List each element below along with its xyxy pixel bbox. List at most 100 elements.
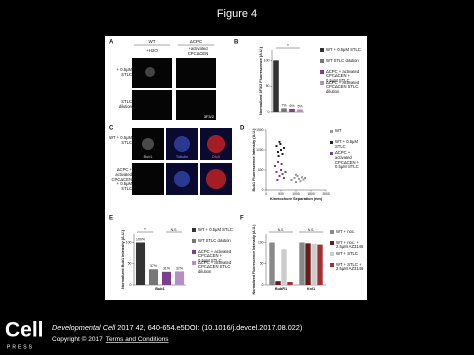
legend-label: WT STLC dilution <box>326 58 359 63</box>
citation: Developmental Cell 2017 42, 640-654.e5DO… <box>52 323 302 332</box>
cell-signal <box>207 135 225 153</box>
legend-label: ΔCPC + activated CPCΔCEN + 0.5μM STLC <box>198 249 232 264</box>
legend-label-box: ΔCPC + activated CPCΔCEN STLC dilution <box>326 81 359 95</box>
annotation: N.S. <box>278 228 284 232</box>
bar <box>148 269 159 285</box>
stain-label: 3F3/2 <box>204 114 215 119</box>
y-tick-label: 1000 <box>256 148 264 152</box>
value-label: 31% <box>163 267 170 271</box>
bar <box>305 243 311 285</box>
point <box>278 175 281 177</box>
value-label: 37% <box>150 264 157 268</box>
bar <box>311 243 317 285</box>
legend-label: WT + STLC + 2.5μM AZ3146 <box>336 262 364 272</box>
terms-link[interactable]: Terms and Conditions <box>106 336 170 343</box>
annotation: N.S. <box>171 228 178 232</box>
point <box>278 141 281 143</box>
y-tick-label: 100 <box>126 240 132 244</box>
legend-swatch <box>192 239 196 243</box>
legend-label: ΔCPC + activated CPCΔCEN + 0.5μM STLC <box>335 151 360 170</box>
logo: Cell <box>5 319 44 342</box>
column-label: +H2O <box>146 48 158 53</box>
legend-swatch <box>192 250 196 254</box>
point <box>296 175 299 177</box>
bar <box>299 242 305 285</box>
legend-label-box: ΔCPC + activated CPCΔCEN STLC dilution <box>198 261 231 275</box>
y-tick-label: 0 <box>262 188 264 192</box>
bar <box>281 108 287 112</box>
cell-signal <box>145 67 155 77</box>
legend-label: WT + noc. <box>336 229 356 234</box>
row-label: + 0.5μM STLC <box>116 68 132 77</box>
stain-label: DNA <box>212 155 220 159</box>
y-axis-label: Normalized Bub1 Intensity (A.U.) <box>121 229 125 289</box>
y-axis-label: Normalized 3F3/2 Fluorescence (A.U.) <box>259 46 263 115</box>
point <box>295 181 297 183</box>
legend-swatch <box>330 130 333 133</box>
annotation: N.S. <box>308 228 314 232</box>
legend-label-box: WT + 0.5μM STLC <box>326 48 361 52</box>
legend-label: WT + 0.5μM STLC <box>198 227 233 232</box>
panel-letter: F <box>240 216 244 222</box>
cell-signal <box>142 138 154 150</box>
micrograph <box>132 163 164 195</box>
legend-swatch <box>330 152 333 155</box>
point <box>290 179 293 181</box>
y-tick-label: 50 <box>266 84 270 88</box>
point <box>279 143 282 145</box>
legend-label-box: ΔCPC + activated CPCΔCEN + 0.5μM STLC <box>198 249 232 264</box>
group-label: WT <box>149 39 156 44</box>
micrograph <box>132 90 172 120</box>
value-label: 32% <box>176 266 183 270</box>
panel-letter: D <box>240 126 245 132</box>
legend-label: WT + noc. + 2.5μM AZ3146 <box>336 240 364 250</box>
legend-swatch <box>320 70 324 74</box>
point <box>283 177 285 179</box>
bar <box>289 108 295 112</box>
bar <box>161 271 172 285</box>
point <box>298 177 300 180</box>
legend-swatch <box>330 252 334 256</box>
point <box>277 161 279 163</box>
legend-label-box: WT STLC dilution <box>326 58 359 63</box>
legend-swatch <box>192 228 196 232</box>
bar <box>174 271 185 285</box>
legend-swatch <box>320 81 324 85</box>
point <box>281 153 284 155</box>
x-tick-label: 500 <box>278 192 284 196</box>
point <box>304 177 306 179</box>
column-label: +activated CPCΔCEN <box>187 47 209 56</box>
bar <box>287 282 293 285</box>
point <box>277 151 279 153</box>
legend-swatch <box>330 263 334 267</box>
point <box>276 179 279 181</box>
x-tick-label: 0 <box>265 192 267 196</box>
row-label-box: STLC dilution <box>118 100 132 109</box>
legend-label: ΔCPC + activated CPCΔCEN + 0.5μM STLC <box>326 69 360 84</box>
copyright-line: Copyright © 2017 Terms and Conditions <box>52 335 169 343</box>
stain-label: Tubulin <box>176 155 188 159</box>
legend-label-box: ΔCPC + activated CPCΔCEN + 0.5μM STLC <box>335 151 360 170</box>
micrograph <box>176 58 216 88</box>
panel-letter: A <box>109 40 114 46</box>
legend-swatch <box>330 141 333 144</box>
point <box>275 145 278 147</box>
row-label-box: + 0.5μM STLC <box>116 68 132 77</box>
x-tick-label: 1500 <box>307 192 315 196</box>
cell-signal <box>174 171 190 187</box>
legend-swatch <box>330 241 334 245</box>
legend-swatch <box>192 261 196 265</box>
point <box>302 178 305 181</box>
legend-label-box: WT + STLC <box>336 251 358 256</box>
y-tick-label: 100 <box>264 58 270 62</box>
point <box>301 176 303 179</box>
y-tick-label: 50 <box>128 262 132 266</box>
y-tick-label: 50 <box>260 262 264 266</box>
legend-label: WT + STLC <box>336 251 358 256</box>
x-axis-label: Bub1 <box>155 287 165 291</box>
x-tick-label: Knl1 <box>307 287 315 291</box>
row-label: STLC dilution <box>118 100 132 109</box>
bar <box>275 281 281 285</box>
